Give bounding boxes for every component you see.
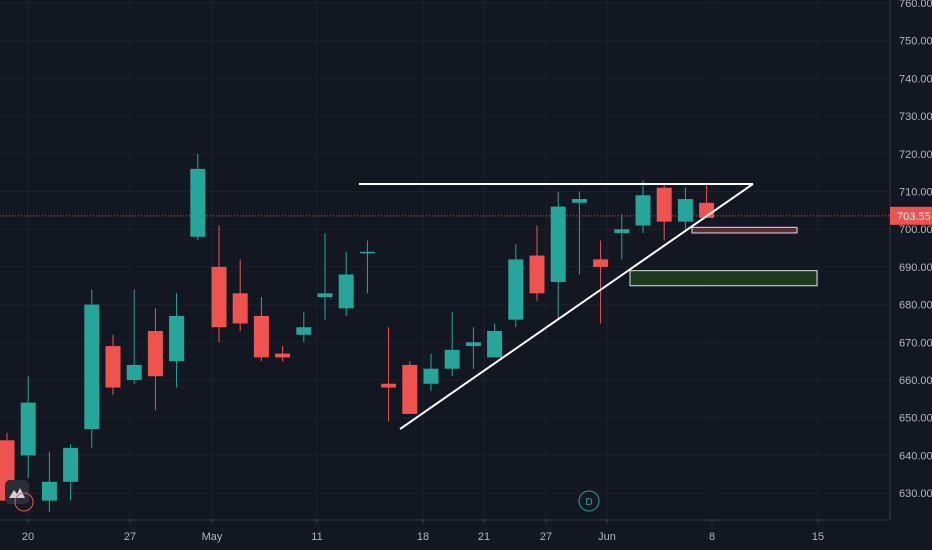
- candle-body: [529, 255, 545, 294]
- candle-body: [211, 266, 227, 328]
- candle[interactable]: [317, 232, 333, 320]
- candle[interactable]: [253, 297, 269, 362]
- x-tick-label: 27: [540, 531, 552, 543]
- candle[interactable]: [105, 334, 121, 396]
- dividend-marker-label: D: [585, 497, 592, 508]
- candle-body: [656, 187, 672, 222]
- x-tick-label: May: [202, 531, 223, 543]
- x-tick-label: 11: [311, 531, 322, 543]
- y-tick-label: 760.00: [899, 0, 932, 10]
- candle[interactable]: [63, 444, 79, 501]
- last-price-label: 703.55: [890, 206, 932, 225]
- candle[interactable]: [677, 187, 693, 230]
- candle[interactable]: [593, 240, 609, 324]
- candle[interactable]: [296, 312, 312, 343]
- candle-body: [402, 364, 418, 414]
- candle[interactable]: [571, 191, 587, 275]
- y-tick-label: 730.00: [899, 111, 932, 123]
- y-tick-label: 640.00: [899, 450, 932, 462]
- tradingview-logo-icon[interactable]: [5, 480, 29, 504]
- candle-body: [190, 168, 206, 237]
- candle[interactable]: [359, 240, 375, 294]
- y-tick-label: 710.00: [899, 187, 932, 199]
- last-price-value: 703.55: [897, 211, 931, 223]
- candle[interactable]: [465, 327, 481, 369]
- candle[interactable]: [402, 361, 418, 414]
- candle[interactable]: [126, 289, 142, 384]
- candle[interactable]: [656, 183, 672, 241]
- candle-body: [550, 206, 566, 282]
- y-tick-label: 650.00: [899, 413, 932, 425]
- candle-body: [275, 353, 291, 358]
- y-tick-label: 690.00: [899, 262, 932, 274]
- x-tick-label: Jun: [598, 531, 616, 543]
- candle-body: [444, 349, 460, 369]
- candle[interactable]: [147, 308, 163, 411]
- candle-body: [147, 330, 163, 377]
- candle[interactable]: [169, 293, 185, 388]
- x-tick-label: 18: [417, 531, 429, 543]
- event-marker-icon[interactable]: [14, 492, 34, 512]
- y-tick-label: 670.00: [899, 337, 932, 349]
- candle[interactable]: [529, 225, 545, 301]
- candle[interactable]: [381, 327, 397, 422]
- red-zone[interactable]: [691, 226, 798, 234]
- candle-body: [635, 195, 651, 226]
- candle[interactable]: [444, 312, 460, 377]
- y-tick-label: 720.00: [899, 149, 932, 161]
- candle-body: [317, 293, 333, 298]
- y-tick-label: 700.00: [899, 224, 932, 236]
- candle-body: [41, 481, 57, 501]
- dividend-marker[interactable]: D: [578, 490, 600, 512]
- candle[interactable]: [487, 323, 503, 358]
- candle[interactable]: [211, 225, 227, 343]
- x-tick-label: 20: [22, 531, 34, 543]
- candle[interactable]: [614, 214, 630, 260]
- candle-body: [296, 327, 312, 335]
- candle-body: [487, 330, 503, 358]
- x-tick-label: 15: [812, 531, 824, 543]
- y-tick-label: 750.00: [899, 36, 932, 48]
- y-tick-label: 660.00: [899, 375, 932, 387]
- x-tick-label: 27: [124, 531, 136, 543]
- support-trendline[interactable]: [399, 183, 754, 430]
- candle[interactable]: [232, 259, 248, 331]
- candle-body: [423, 368, 439, 384]
- candle[interactable]: [41, 451, 57, 512]
- y-tick-label: 680.00: [899, 300, 932, 312]
- candle-body: [571, 199, 587, 203]
- candle-body: [338, 274, 354, 309]
- y-tick-label: 630.00: [899, 488, 932, 500]
- candle-body: [359, 251, 375, 254]
- candle[interactable]: [550, 191, 566, 320]
- candle-body: [614, 229, 630, 233]
- candle-body: [232, 293, 248, 324]
- candle-body: [126, 364, 142, 380]
- candle[interactable]: [20, 376, 36, 479]
- candle[interactable]: [190, 153, 206, 241]
- candle[interactable]: [275, 346, 291, 362]
- candle[interactable]: [423, 353, 439, 392]
- candle-body: [253, 315, 269, 358]
- green-zone[interactable]: [629, 270, 818, 287]
- candle-body: [84, 304, 100, 430]
- candle-body: [593, 259, 609, 267]
- candle-body: [20, 402, 36, 456]
- price-axis-bg: [890, 0, 932, 550]
- candle-body: [169, 315, 185, 362]
- candle-body: [677, 199, 693, 222]
- candle-body: [105, 346, 121, 388]
- y-tick-label: 740.00: [899, 73, 932, 85]
- candle[interactable]: [635, 180, 651, 233]
- x-tick-label: 21: [478, 531, 490, 543]
- candle-body: [63, 447, 79, 482]
- candle[interactable]: [84, 289, 100, 448]
- candle[interactable]: [338, 251, 354, 316]
- candle-body: [465, 342, 481, 347]
- candle-body: [381, 383, 397, 388]
- candle-body: [508, 259, 524, 320]
- x-tick-label: 8: [709, 531, 715, 543]
- candle[interactable]: [508, 244, 524, 328]
